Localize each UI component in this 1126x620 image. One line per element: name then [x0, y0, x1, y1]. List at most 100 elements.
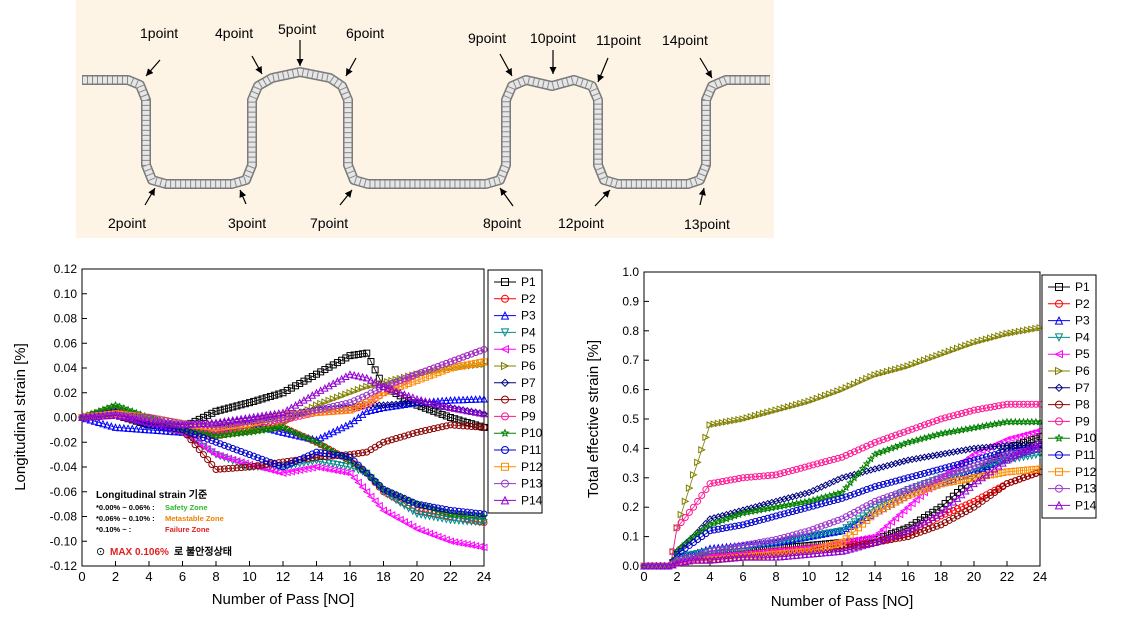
right-point-p6	[743, 414, 752, 422]
left-point-p14	[220, 417, 229, 425]
right-legend-label-p2: P2	[1075, 297, 1090, 311]
right-point-p9	[727, 476, 735, 484]
left-point-p11	[321, 449, 329, 457]
left-point-p13	[371, 387, 379, 395]
left-point-p6	[317, 399, 325, 408]
right-axis-ticks: 0 2 4 6 8 10 12 14 16 18 20 22 241.00.90.80.70.60.50…	[622, 265, 1047, 584]
right-point-p9	[966, 407, 974, 415]
right-point-p7	[891, 459, 900, 468]
left-y-tick-label: -0.08	[50, 510, 78, 524]
left-point-p10	[299, 432, 309, 441]
left-point-p3	[446, 396, 455, 404]
right-point-p13	[751, 539, 759, 547]
right-point-p9	[768, 471, 776, 479]
point-label-6: 6point	[346, 25, 384, 41]
right-point-p13	[694, 552, 702, 560]
left-x-tick-label: 8	[212, 569, 219, 584]
right-point-p9	[793, 465, 801, 473]
right-point-p14	[867, 539, 875, 548]
right-point-p6	[1015, 327, 1024, 336]
left-point-p6	[388, 376, 396, 385]
left-point-p13	[333, 401, 341, 409]
right-point-p4	[862, 509, 871, 518]
right-point-p13	[743, 541, 751, 549]
right-point-p13	[970, 462, 978, 470]
right-point-p13	[958, 466, 966, 474]
left-point-p14	[409, 393, 417, 401]
left-point-p13	[271, 414, 279, 422]
right-point-p6	[805, 397, 814, 406]
left-point-p8	[287, 457, 295, 465]
right-point-p14	[796, 550, 805, 559]
left-point-p10	[123, 405, 133, 414]
left-point-p11	[430, 503, 438, 511]
left-legend: P1 P2 P3 P4 P5 P6 P7 P8 P9 P10 P11 P12 P13 P14	[494, 275, 543, 507]
left-point-p10	[77, 413, 87, 421]
right-point-p6	[1028, 325, 1036, 334]
right-point-p6	[896, 364, 904, 373]
left-point-p10	[304, 434, 313, 443]
left-point-p11	[183, 427, 191, 435]
right-point-p4	[854, 515, 863, 524]
right-point-p6	[1011, 328, 1020, 337]
right-point-p6	[747, 412, 756, 421]
right-point-p6	[900, 363, 908, 371]
right-point-p7	[751, 503, 760, 511]
left-point-p1	[350, 351, 358, 359]
right-point-p5	[899, 507, 908, 515]
left-point-p14	[233, 415, 241, 423]
right-legend-label-p12: P12	[1075, 465, 1097, 479]
left-point-p3	[141, 425, 149, 434]
right-point-p6	[999, 331, 1007, 339]
right-point-p9	[702, 486, 710, 494]
right-point-p9	[690, 503, 697, 511]
left-point-p13	[417, 369, 425, 377]
left-point-p3	[275, 427, 283, 435]
left-point-p5	[442, 535, 450, 544]
right-point-p12	[838, 538, 846, 546]
left-point-p6	[308, 403, 317, 412]
left-point-p3	[115, 423, 124, 432]
left-point-p13	[421, 367, 429, 375]
right-point-p6	[830, 388, 838, 397]
left-point-p9	[279, 416, 287, 424]
left-point-p4	[467, 518, 476, 526]
left-point-p1	[216, 406, 224, 414]
right-point-p9	[842, 451, 850, 459]
right-point-p11	[912, 472, 920, 480]
right-legend-marker-p6	[1055, 366, 1064, 376]
right-point-p12	[1015, 467, 1023, 475]
left-point-p4	[442, 515, 451, 524]
right-point-p9	[974, 405, 982, 413]
left-point-p13	[300, 409, 308, 417]
left-point-p11	[304, 452, 312, 460]
right-point-p6	[855, 378, 863, 387]
right-point-p6	[723, 418, 731, 426]
left-point-p5	[358, 483, 367, 491]
point-label-3: 3point	[228, 215, 266, 231]
left-point-p8	[434, 424, 442, 432]
right-legend-marker-p5	[1054, 349, 1063, 359]
right-point-p6	[1024, 326, 1032, 334]
point-arrow-7	[597, 57, 609, 83]
left-series-group	[77, 345, 489, 552]
right-point-p5	[978, 446, 986, 455]
right-point-p11	[797, 505, 805, 513]
left-x-axis-label: Number of Pass [NO]	[212, 591, 355, 608]
right-point-p8	[945, 516, 953, 524]
left-point-p1	[442, 412, 450, 420]
left-point-p14	[459, 405, 467, 414]
right-point-p9	[751, 473, 759, 481]
left-point-p13	[308, 407, 316, 415]
right-point-p6	[797, 399, 805, 408]
right-point-p11	[945, 463, 953, 471]
left-point-p14	[191, 419, 199, 428]
right-point-p10	[846, 478, 855, 487]
right-point-p9	[929, 418, 937, 426]
left-point-p5	[383, 508, 392, 517]
left-point-p5	[412, 525, 421, 533]
left-point-p11	[283, 461, 291, 469]
left-point-p5	[400, 518, 408, 526]
right-point-p6	[677, 510, 686, 519]
